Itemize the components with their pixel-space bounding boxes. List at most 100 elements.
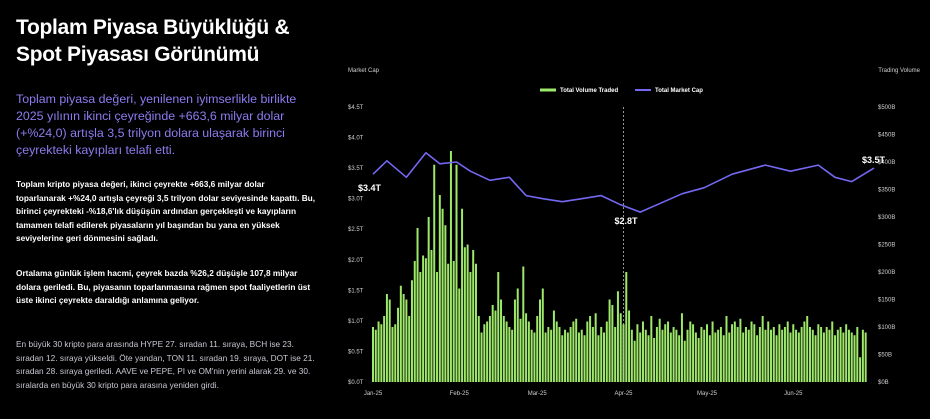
volume-bar	[486, 321, 489, 382]
volume-bar	[385, 294, 388, 382]
volume-bar	[817, 324, 820, 382]
volume-bar	[455, 164, 458, 382]
volume-bar	[619, 313, 622, 382]
chart-annotations: $3.4T $2.8T $3.5T	[358, 155, 886, 226]
volume-bar	[795, 329, 798, 382]
volume-bar	[847, 329, 850, 382]
volume-bar	[744, 327, 747, 382]
volume-bar	[697, 338, 700, 382]
volume-bar	[672, 327, 675, 382]
volume-bar	[856, 327, 859, 382]
body-paragraph-volume: Ortalama günlük işlem hacmi, çeyrek bazd…	[16, 268, 311, 305]
body-paragraph-market-cap: Toplam kripto piyasa değeri, ikinci çeyr…	[16, 179, 316, 243]
volume-bar	[458, 288, 461, 382]
volume-bar	[739, 318, 742, 382]
page-title: Toplam Piyasa Büyüklüğü & Spot Piyasası …	[16, 16, 290, 66]
volume-bar	[555, 321, 558, 382]
volume-bar	[511, 329, 514, 382]
volume-bar	[603, 332, 606, 382]
right-tick-label: $200B	[878, 270, 895, 276]
right-tick-label: $50B	[878, 353, 892, 359]
x-tick-label: Jan-25	[364, 391, 383, 397]
volume-bar	[667, 321, 670, 382]
volume-bar	[494, 310, 497, 382]
volume-bar	[708, 335, 711, 382]
volume-bar	[711, 321, 714, 382]
volume-bar	[719, 327, 722, 382]
volume-bar	[694, 332, 697, 382]
volume-bar	[461, 208, 464, 382]
volume-bar	[756, 335, 759, 382]
volume-bar	[658, 318, 661, 382]
volume-bar	[408, 316, 411, 382]
right-tick-label: $500B	[878, 105, 895, 111]
volume-bar	[750, 321, 753, 382]
volume-bar	[552, 310, 555, 382]
volume-bar	[577, 332, 580, 382]
volume-bar	[814, 335, 817, 382]
volume-bar	[800, 327, 803, 382]
annotation-label: $3.4T	[358, 183, 382, 193]
volume-bars	[372, 151, 867, 382]
volume-bar	[472, 250, 475, 382]
volume-bar	[647, 335, 650, 382]
left-tick-label: $3.5T	[348, 166, 364, 172]
volume-bar	[569, 327, 572, 382]
left-tick-label: $1.5T	[348, 288, 364, 294]
volume-bar	[828, 329, 831, 382]
annotation-label: $2.8T	[615, 216, 639, 226]
volume-bar	[686, 329, 689, 382]
volume-bar	[700, 327, 703, 382]
volume-bar	[733, 321, 736, 382]
left-tick-label: $1.0T	[348, 319, 364, 325]
volume-bar	[372, 327, 374, 382]
volume-bar	[834, 335, 837, 382]
volume-bar	[630, 329, 633, 382]
volume-bar	[427, 217, 430, 382]
volume-bar	[394, 324, 397, 382]
volume-bar	[374, 329, 377, 382]
volume-bar	[731, 324, 734, 382]
volume-bar	[644, 329, 647, 382]
left-axis-title: Market Cap	[348, 68, 380, 74]
volume-bar	[717, 329, 720, 382]
volume-bar	[419, 272, 422, 382]
volume-bar	[536, 316, 539, 382]
volume-bar	[655, 327, 658, 382]
volume-bar	[550, 329, 553, 382]
volume-bar	[397, 307, 400, 382]
volume-bar	[430, 250, 433, 382]
volume-bar	[525, 313, 528, 382]
volume-bar	[477, 316, 480, 382]
volume-bar	[767, 321, 770, 382]
volume-bar	[594, 313, 597, 382]
volume-bar	[811, 329, 814, 382]
volume-bar	[845, 324, 848, 382]
volume-bar	[622, 324, 625, 382]
volume-bar	[742, 332, 745, 382]
left-tick-label: $0.5T	[348, 349, 364, 355]
volume-bar	[853, 335, 856, 382]
legend-swatch-volume	[540, 88, 556, 92]
volume-bar	[661, 329, 664, 382]
volume-bar	[789, 332, 792, 382]
volume-bar	[653, 338, 656, 382]
x-tick-label: May-25	[697, 391, 718, 397]
volume-bar	[500, 299, 503, 382]
volume-bar	[544, 332, 547, 382]
right-axis-ticks: $0B $50B $100B $150B $200B $250B $300B $350B $40…	[878, 105, 895, 386]
volume-bar	[441, 208, 444, 382]
volume-bar	[513, 299, 516, 382]
left-tick-label: $4.0T	[348, 136, 364, 142]
right-tick-label: $350B	[878, 188, 895, 194]
market-chart: Market Cap Trading Volume Total Volume T…	[348, 68, 921, 397]
x-tick-label: Jun-25	[784, 391, 803, 397]
volume-bar	[444, 225, 447, 382]
volume-bar	[770, 329, 773, 382]
volume-bar	[633, 340, 636, 382]
volume-bar	[614, 327, 617, 382]
volume-bar	[519, 318, 522, 382]
volume-bar	[497, 272, 500, 382]
volume-bar	[775, 335, 778, 382]
volume-bar	[505, 321, 508, 382]
